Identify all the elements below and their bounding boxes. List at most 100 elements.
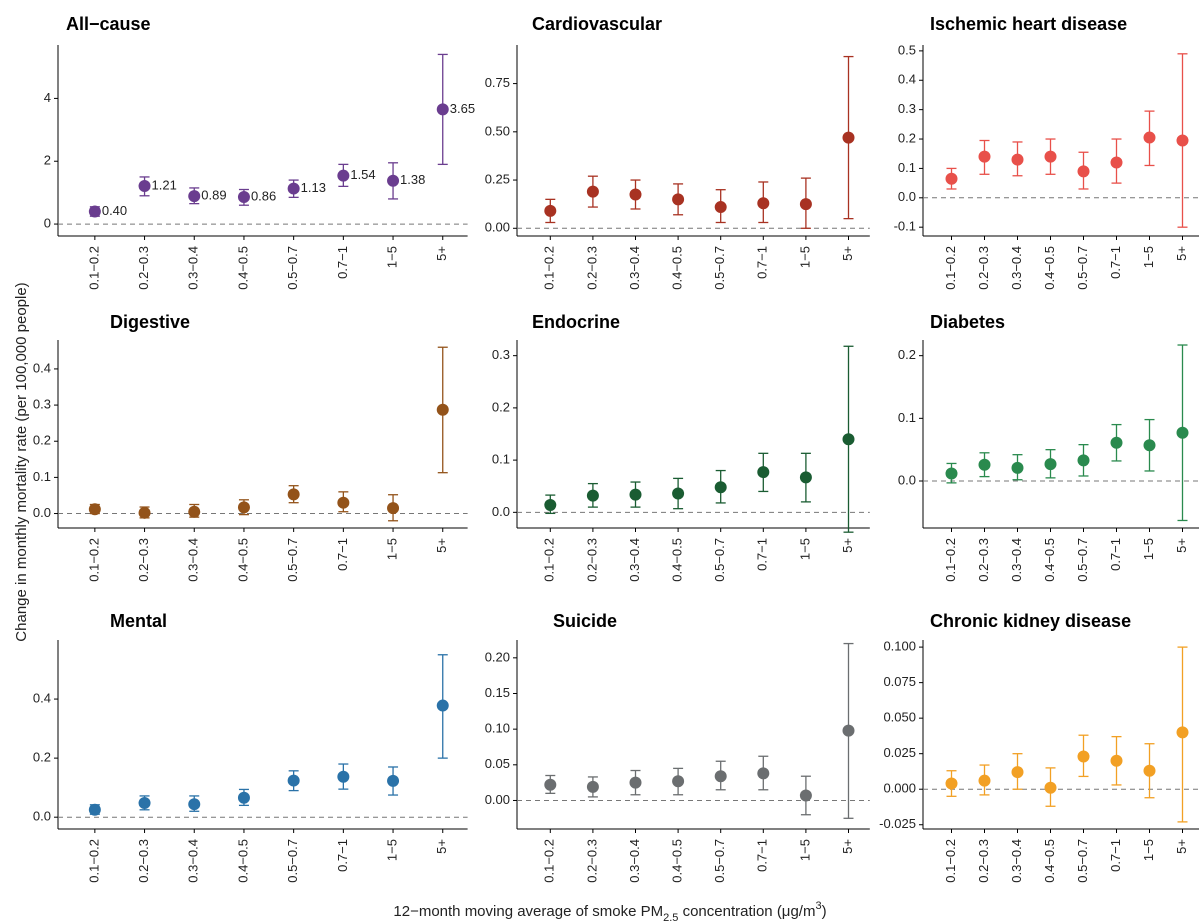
point <box>978 150 991 163</box>
x-tick-label: 5+ <box>434 839 449 854</box>
y-tick-label: 0.050 <box>883 710 916 725</box>
y-tick-label: 0.5 <box>898 42 916 57</box>
point <box>436 103 449 116</box>
point <box>138 180 151 193</box>
y-tick-label: 0.1 <box>898 410 916 425</box>
x-tick-label: 0.1−0.2 <box>542 246 557 290</box>
x-tick-label: 0.4−0.5 <box>1042 246 1057 290</box>
x-tick-label: 5+ <box>1174 839 1189 854</box>
point <box>1143 131 1156 144</box>
panel-title: Endocrine <box>532 312 620 332</box>
x-tick-label: 0.2−0.3 <box>976 246 991 290</box>
x-tick-label: 0.7−1 <box>755 246 770 279</box>
x-tick-label: 0.2−0.3 <box>136 246 151 290</box>
x-tick-label: 0.4−0.5 <box>235 839 250 883</box>
x-tick-label: 0.1−0.2 <box>943 839 958 883</box>
point <box>629 188 642 201</box>
y-tick-label: 0.4 <box>33 360 51 375</box>
point <box>1077 454 1090 467</box>
x-tick-label: 5+ <box>840 839 855 854</box>
y-tick-label: 0.00 <box>485 220 510 235</box>
x-tick-label: 0.5−0.7 <box>285 538 300 582</box>
panel: Digestive 0.0 0.1 0.2 0.3 0.4 0.1−0.2 0.2−0.3 0.… <box>33 312 468 582</box>
point <box>757 466 770 479</box>
point <box>436 699 449 712</box>
point <box>629 776 642 789</box>
x-tick-label: 0.1−0.2 <box>86 839 101 883</box>
point <box>629 488 642 501</box>
x-tick-label: 0.4−0.5 <box>235 246 250 290</box>
value-label: 1.13 <box>301 180 326 195</box>
x-tick-label: 0.3−0.4 <box>627 839 642 883</box>
y-tick-label: 0.0 <box>898 189 916 204</box>
y-tick-label: 0.00 <box>485 792 510 807</box>
y-tick-label: 0 <box>44 216 51 231</box>
y-axis-title: Change in monthly mortality rate (per 10… <box>13 282 30 641</box>
x-tick-label: 0.3−0.4 <box>186 246 201 290</box>
x-tick-label: 0.4−0.5 <box>1042 538 1057 582</box>
point <box>978 774 991 787</box>
value-label: 1.21 <box>152 177 177 192</box>
x-tick-label: 0.3−0.4 <box>627 538 642 582</box>
panel-title: Chronic kidney disease <box>930 611 1131 631</box>
value-label: 0.86 <box>251 188 276 203</box>
x-tick-label: 0.2−0.3 <box>976 839 991 883</box>
point <box>387 502 400 515</box>
point <box>586 780 599 793</box>
panel-title: Cardiovascular <box>532 14 662 34</box>
x-tick-label: 0.3−0.4 <box>1009 839 1024 883</box>
x-tick-label: 1−5 <box>797 246 812 268</box>
panel: Chronic kidney disease -0.025 0.000 0.025 0.… <box>879 611 1199 883</box>
x-tick-label: 0.3−0.4 <box>627 246 642 290</box>
point <box>842 131 855 144</box>
x-tick-label: 0.2−0.3 <box>584 839 599 883</box>
x-tick-label: 0.3−0.4 <box>1009 538 1024 582</box>
x-tick-label: 0.5−0.7 <box>1075 839 1090 883</box>
x-tick-label: 0.4−0.5 <box>1042 839 1057 883</box>
panel-title: Mental <box>110 611 167 631</box>
point <box>544 499 557 512</box>
point <box>1143 764 1156 777</box>
x-tick-label: 0.2−0.3 <box>584 246 599 290</box>
x-tick-label: 0.4−0.5 <box>235 538 250 582</box>
point <box>436 403 449 416</box>
point <box>1110 754 1123 767</box>
y-tick-label: 2 <box>44 153 51 168</box>
point <box>945 467 958 480</box>
y-tick-label: 0.2 <box>898 130 916 145</box>
x-tick-label: 0.1−0.2 <box>86 538 101 582</box>
panel: Suicide 0.00 0.05 0.10 0.15 0.20 0.1−0.2 0.2−0.… <box>485 611 870 883</box>
y-tick-label: 0.0 <box>33 809 51 824</box>
x-tick-label: 0.2−0.3 <box>584 538 599 582</box>
point <box>1176 726 1189 739</box>
point <box>799 198 812 211</box>
panel: All−cause 0 2 4 0.1−0.2 0.2−0.3 0.3−0.4 0.4−0.5… <box>44 14 475 290</box>
point <box>237 191 250 204</box>
y-tick-label: 0.1 <box>898 160 916 175</box>
y-tick-label: 0.3 <box>492 347 510 362</box>
point <box>757 197 770 210</box>
panel-title: Ischemic heart disease <box>930 14 1127 34</box>
point <box>88 205 101 218</box>
point <box>1077 165 1090 178</box>
y-tick-label: 0.2 <box>33 433 51 448</box>
y-tick-label: 4 <box>44 90 51 105</box>
point <box>287 488 300 501</box>
x-axis-title-end: ) <box>822 903 827 920</box>
y-tick-label: 0.000 <box>883 781 916 796</box>
x-tick-label: 0.3−0.4 <box>1009 246 1024 290</box>
x-tick-label: 1−5 <box>384 538 399 560</box>
y-tick-label: 0.75 <box>485 75 510 90</box>
x-tick-label: 0.2−0.3 <box>136 538 151 582</box>
point <box>1143 439 1156 452</box>
y-tick-label: 0.4 <box>33 691 51 706</box>
value-label: 1.54 <box>350 167 375 182</box>
x-tick-label: 0.7−1 <box>755 538 770 571</box>
point <box>337 169 350 182</box>
y-tick-label: 0.1 <box>492 452 510 467</box>
y-tick-label: 0.2 <box>492 399 510 414</box>
x-tick-label: 5+ <box>840 538 855 553</box>
value-label: 3.65 <box>450 101 475 116</box>
y-tick-label: 0.3 <box>33 397 51 412</box>
